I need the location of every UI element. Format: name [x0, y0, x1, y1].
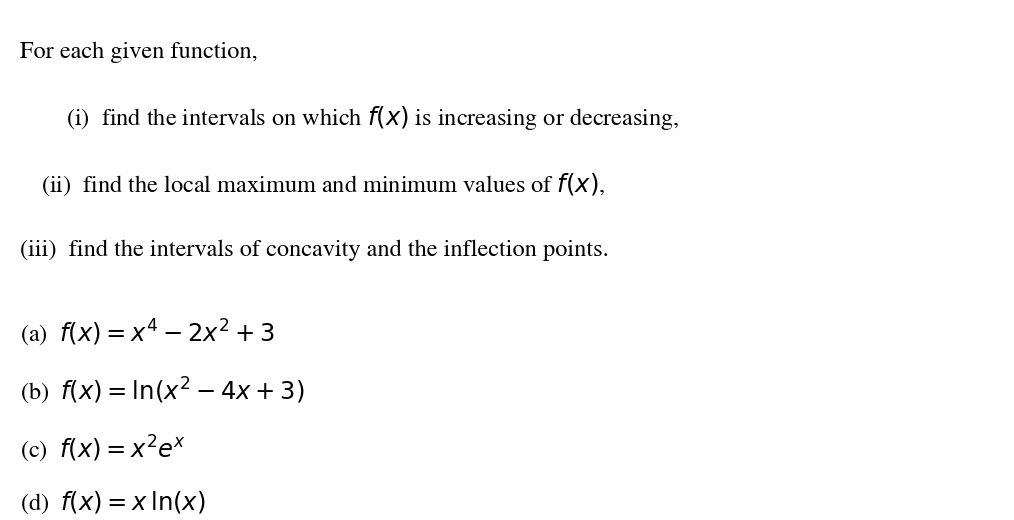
Text: (d)  $f(x) = x\,\mathrm{ln}(x)$: (d) $f(x) = x\,\mathrm{ln}(x)$	[20, 490, 206, 516]
Text: (a)  $f(x) = x^4 - 2x^2 + 3$: (a) $f(x) = x^4 - 2x^2 + 3$	[20, 317, 275, 348]
Text: (iii)  find the intervals of concavity and the inflection points.: (iii) find the intervals of concavity an…	[20, 239, 609, 261]
Text: (i)  find the intervals on which $f(x)$ is increasing or decreasing,: (i) find the intervals on which $f(x)$ i…	[66, 104, 679, 132]
Text: For each given function,: For each given function,	[20, 42, 258, 63]
Text: (b)  $f(x) = \mathrm{ln}(x^2 - 4x + 3)$: (b) $f(x) = \mathrm{ln}(x^2 - 4x + 3)$	[20, 375, 305, 406]
Text: (ii)  find the local maximum and minimum values of $f(x)$,: (ii) find the local maximum and minimum …	[41, 172, 605, 198]
Text: (c)  $f(x) = x^2 e^x$: (c) $f(x) = x^2 e^x$	[20, 434, 187, 464]
